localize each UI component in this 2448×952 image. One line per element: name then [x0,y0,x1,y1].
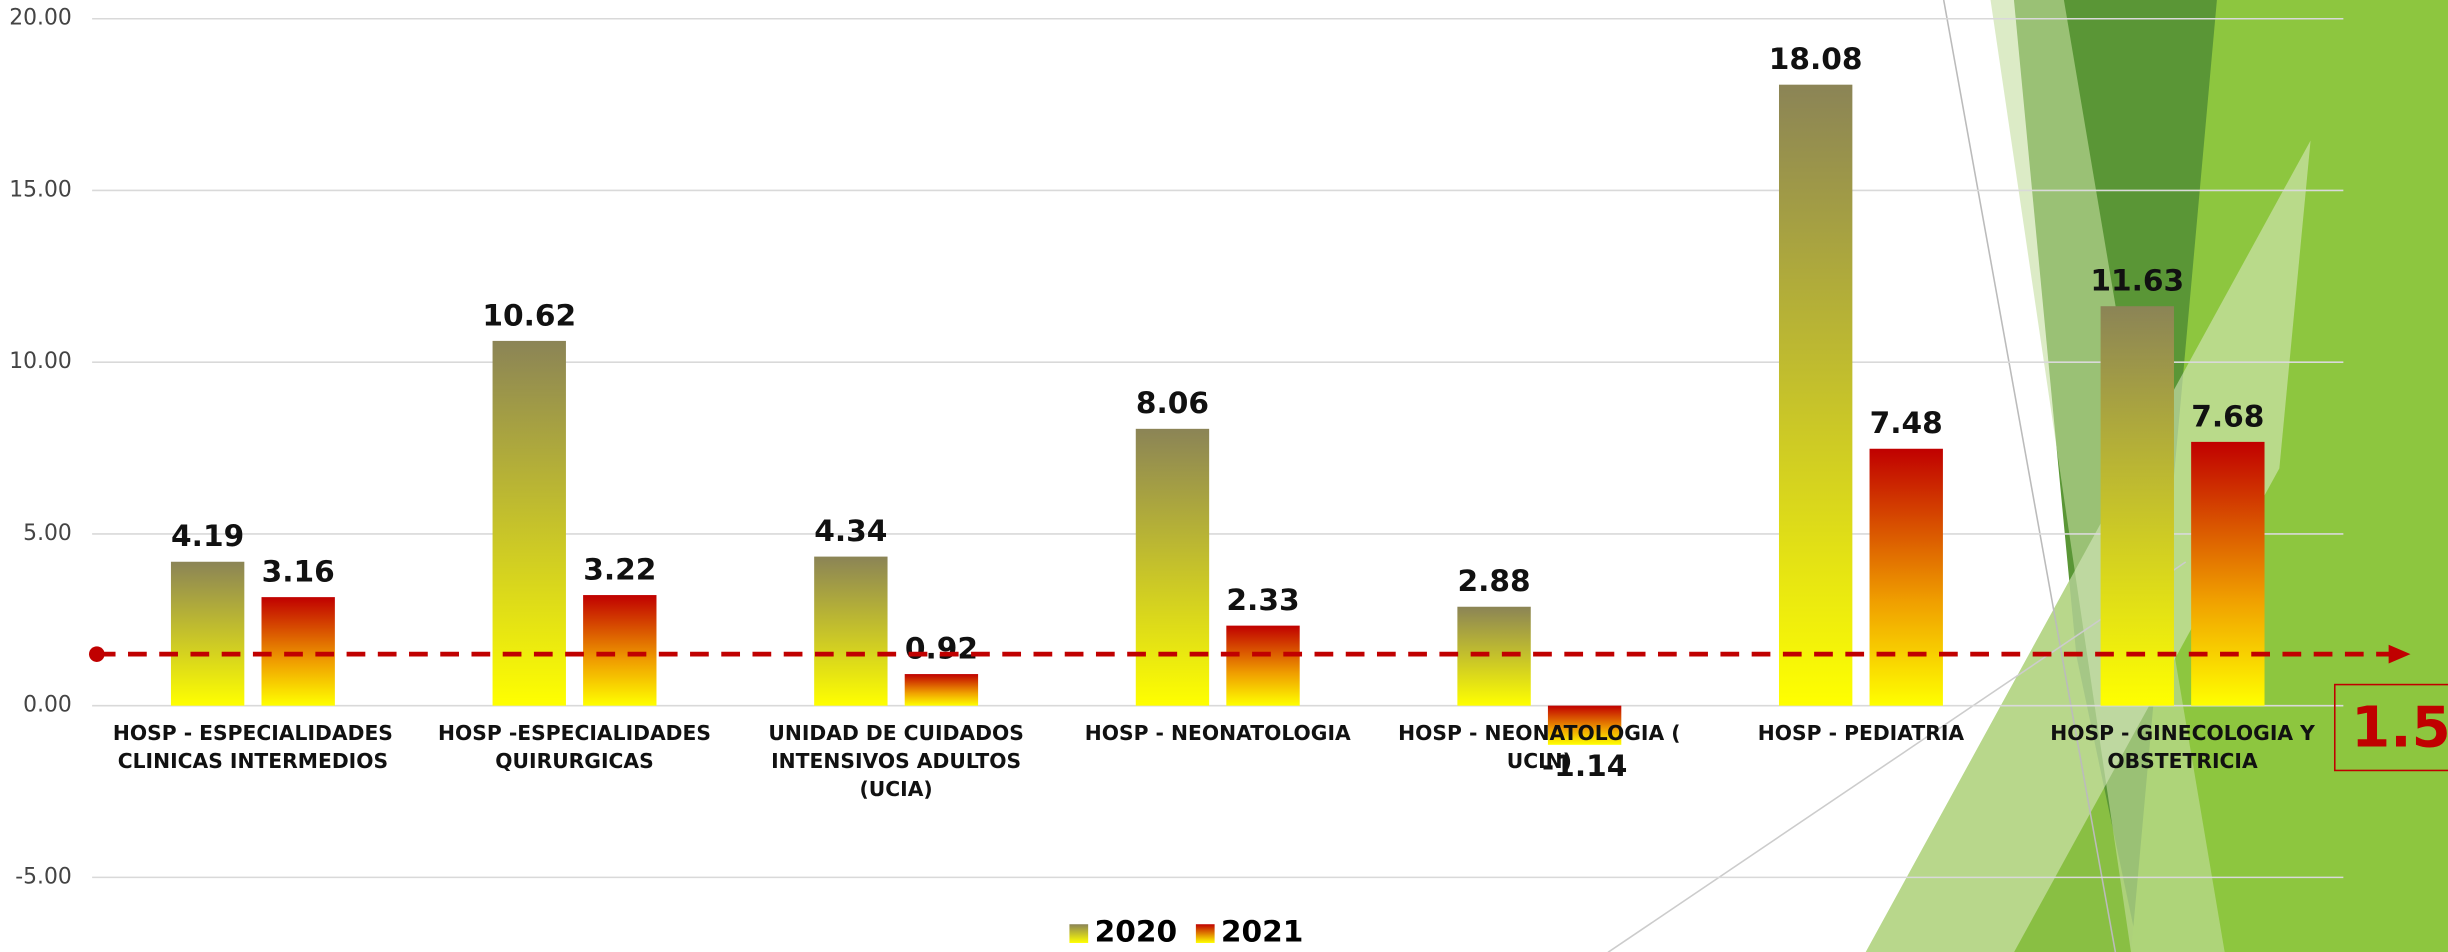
bar [814,556,888,706]
bar [2100,306,2174,706]
x-tick-label: UNIDAD DE CUIDADOS INTENSIVOS ADULTOS (U… [768,722,1024,803]
bar [1547,705,1622,745]
legend-item: 2020 [1069,914,1178,950]
reference-label: 1.5 [2333,683,2448,772]
bar [170,561,245,706]
bar [1135,428,1210,706]
bar [1869,448,1943,706]
reference-start [88,646,105,662]
value-label: 18.08 [1769,41,1863,76]
bar [261,597,335,706]
x-tick-label: HOSP - GINECOLOGIA Y OBSTETRICIA [2050,722,2315,775]
value-label: 3.16 [262,554,335,589]
x-tick-label: HOSP - NEONATOLOGIA ( UCIN) [1398,722,1681,775]
legend-label: 2021 [1220,914,1304,950]
legend: 2020 2021 [0,915,2373,949]
legend-label: 2020 [1094,914,1178,950]
value-label: 2.33 [1226,582,1299,617]
value-label: 4.19 [171,518,244,553]
bar [2191,441,2265,706]
legend-item: 2021 [1195,914,1304,950]
legend-swatch [1069,924,1089,943]
value-label: 7.48 [1870,405,1943,440]
y-tick-label: -5.00 [15,864,72,889]
value-label: 0.92 [905,630,978,665]
y-tick-label: 10.00 [9,349,72,374]
y-tick-label: 0.00 [23,693,72,718]
bar [1226,625,1300,706]
value-label: 7.68 [2191,398,2264,433]
value-label: 10.62 [482,297,576,332]
value-label: 3.22 [583,551,656,586]
value-label: -1.14 [1542,748,1627,783]
value-label: 8.06 [1136,385,1209,420]
bar [492,340,566,706]
legend-swatch [1195,924,1215,943]
x-tick-label: HOSP - PEDIATRIA [1757,722,1965,747]
reference-arrow [2388,644,2411,664]
x-tick-label: HOSP -ESPECIALIDADES QUIRURGICAS [438,722,712,775]
value-label: 2.88 [1457,563,1530,598]
bar [1778,84,1853,706]
x-tick-label: HOSP - ESPECIALIDADES CLINICAS INTERMEDI… [112,722,393,775]
bar [904,674,979,706]
value-label: 4.34 [814,513,887,548]
value-label: 11.63 [2090,263,2184,298]
y-tick-label: 5.00 [23,521,72,546]
y-tick-label: 20.00 [9,6,72,31]
y-tick-label: 15.00 [9,177,72,202]
bar [583,595,657,706]
decoration [1607,0,2448,952]
x-tick-label: HOSP - NEONATOLOGIA [1084,722,1351,747]
